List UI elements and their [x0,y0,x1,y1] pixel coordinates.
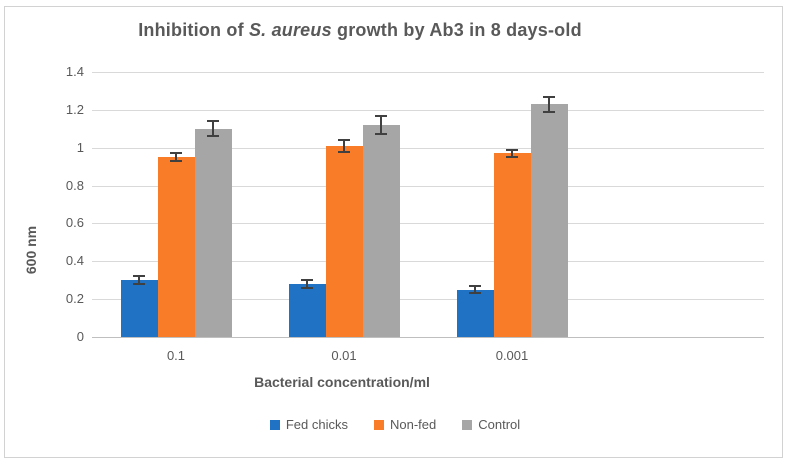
legend-label: Fed chicks [285,417,348,432]
error-bar-cap [506,148,518,151]
error-bar-cap [207,120,219,123]
plot-area [92,72,764,338]
error-bar-cap [301,286,313,289]
error-bar-line [175,153,177,161]
gridline [92,223,764,225]
chart-title-segment: Inhibition of [138,20,249,40]
error-bar-line [511,149,513,158]
error-bar-cap [338,139,350,142]
y-tick-label: 0.8 [65,177,84,193]
x-tick-label: 0.01 [331,348,357,363]
y-tick-label: 1.4 [65,64,84,79]
gridline [92,299,764,301]
error-bar-cap [375,133,387,136]
legend: Fed chicks Non-fed Control [0,417,790,432]
error-bar-cap [170,159,182,162]
error-bar-cap [338,150,350,153]
bar-fed-chicks [456,289,494,337]
chart-title: Inhibition of S. aureus growth by Ab3 in… [0,20,720,41]
x-axis-title: Bacterial concentration/ml [254,374,430,390]
gridline [92,109,764,111]
y-axis-title: 600 nm [23,225,39,275]
error-bar-line [343,140,345,152]
error-bar-cap [543,95,555,98]
legend-swatch-icon [269,419,280,430]
error-bar-cap [133,275,145,278]
y-tick-label: 1.2 [65,101,84,117]
x-tick-label: 0.001 [495,348,529,363]
legend-item-control: Control [462,417,520,432]
y-tick-label: 0.6 [65,215,84,231]
y-tick-label: 1 [76,139,84,155]
bar-non-fed [325,145,363,337]
gridline [92,72,764,73]
bar-fed-chicks [288,284,326,337]
bar-non-fed [157,157,195,337]
gridline [92,261,764,263]
error-bar-cap [375,114,387,117]
error-bar-line [212,121,214,137]
error-bar-cap [506,156,518,159]
gridline [92,147,764,149]
y-tick-label: 0.2 [65,291,84,307]
x-tick-label: 0.1 [166,348,186,363]
legend-swatch-icon [373,419,384,430]
error-bar-cap [469,284,481,287]
chart-title-italic-segment: S. aureus [248,20,332,40]
bar-control [362,125,400,337]
x-axis-line [92,337,764,338]
error-bar-cap [133,283,145,285]
bar-non-fed [493,153,531,337]
error-bar-cap [170,152,182,155]
bar-fed-chicks [120,280,158,337]
bar-control [194,128,232,337]
error-bar-line [474,285,476,294]
bar-control [530,104,568,337]
error-bar-line [138,276,140,284]
y-tick-label: 0 [76,329,84,344]
error-bar-line [380,115,382,135]
legend-swatch-icon [462,419,473,430]
error-bar-line [306,280,308,288]
gridline [92,185,764,187]
legend-item-fed-chicks: Fed chicks [269,417,348,432]
error-bar-cap [207,135,219,138]
legend-label: Non-fed [389,417,437,432]
error-bar-cap [469,292,481,295]
error-bar-cap [543,110,555,113]
error-bar-line [548,96,550,112]
error-bar-cap [301,279,313,282]
legend-label: Control [478,417,521,432]
chart-title-segment: growth by Ab3 in 8 days-old [331,20,582,40]
y-tick-label: 0.4 [65,253,84,269]
legend-item-non-fed: Non-fed [373,417,437,432]
